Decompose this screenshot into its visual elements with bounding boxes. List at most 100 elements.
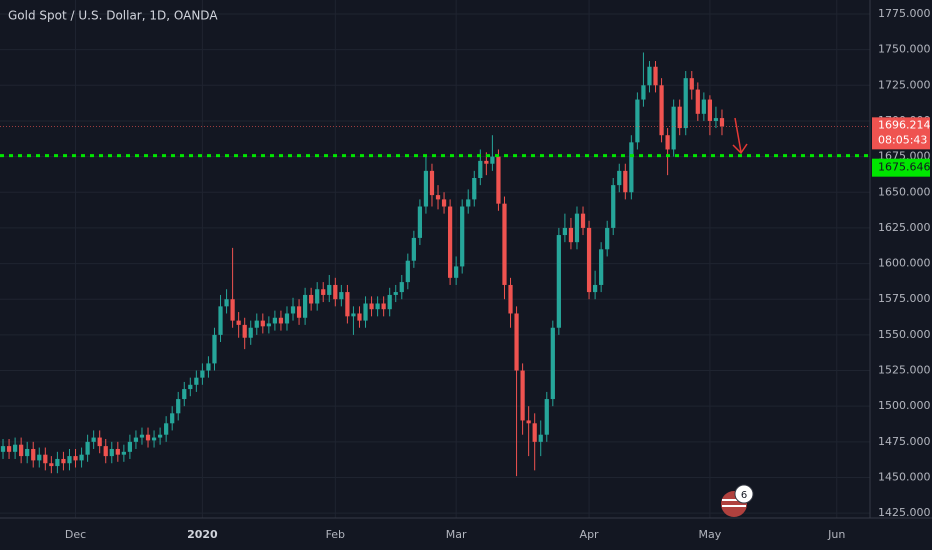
- candle-body: [441, 199, 447, 207]
- candle: [164, 416, 169, 442]
- y-tick-label: 1625.000: [878, 221, 931, 234]
- candle: [496, 149, 501, 211]
- candle-body: [290, 306, 296, 314]
- candle: [242, 317, 247, 350]
- candle-body: [429, 170, 435, 196]
- candle-body: [520, 370, 525, 421]
- candle: [387, 287, 392, 317]
- candle: [188, 377, 193, 397]
- candle: [302, 287, 308, 325]
- candle-body: [103, 446, 108, 457]
- candle-body: [617, 170, 622, 186]
- candle-body: [315, 289, 320, 304]
- badge-count: 6: [741, 490, 747, 501]
- candle: [0, 438, 6, 459]
- candle: [429, 163, 435, 207]
- candle-body: [405, 260, 410, 283]
- candle: [176, 391, 181, 421]
- candle: [689, 71, 694, 100]
- candle: [629, 135, 634, 200]
- candle-body: [25, 448, 30, 457]
- candle: [526, 406, 531, 457]
- candle-body: [580, 213, 586, 228]
- candle-body: [37, 454, 42, 461]
- x-tick-label: Mar: [446, 528, 467, 541]
- candle-body: [224, 299, 229, 307]
- candle: [182, 381, 187, 407]
- x-tick-label: Apr: [580, 528, 600, 541]
- candle: [6, 438, 12, 459]
- candle: [653, 61, 658, 93]
- candle: [73, 448, 78, 468]
- candle-body: [133, 437, 139, 442]
- candle-body: [139, 434, 145, 438]
- candle: [677, 99, 682, 136]
- candle-body: [170, 413, 175, 424]
- candle-body: [665, 135, 670, 150]
- candle: [12, 437, 18, 459]
- candle: [599, 242, 604, 293]
- candle-body: [363, 303, 368, 321]
- candle-body: [6, 446, 12, 452]
- candle-body: [550, 327, 555, 400]
- candle: [79, 447, 84, 468]
- candle-body: [115, 448, 120, 455]
- chart-title: Gold Spot / U.S. Dollar, 1D, OANDA: [8, 9, 218, 23]
- candle-body: [327, 284, 332, 295]
- candle: [339, 284, 344, 307]
- candle-body: [695, 89, 700, 114]
- candle: [67, 448, 72, 471]
- candle-body: [31, 448, 36, 461]
- candle-body: [496, 156, 501, 204]
- candle: [97, 430, 102, 454]
- candle-body: [49, 463, 54, 467]
- candle-body: [399, 282, 404, 293]
- x-tick-label: Feb: [326, 528, 345, 541]
- candle-body: [592, 284, 598, 293]
- candle: [671, 99, 676, 157]
- candle: [592, 270, 598, 300]
- candle: [441, 192, 447, 214]
- candle: [568, 217, 574, 250]
- candle-body: [653, 66, 658, 86]
- events-icon[interactable]: 6: [721, 484, 754, 517]
- candle-body: [236, 320, 241, 325]
- y-tick-label: 1425.000: [878, 506, 931, 519]
- candle: [423, 156, 429, 214]
- candle: [218, 294, 223, 343]
- y-tick-label: 1525.000: [878, 364, 931, 377]
- candle: [109, 441, 114, 464]
- candle: [260, 313, 265, 334]
- candle: [170, 406, 175, 431]
- candle-body: [490, 156, 495, 164]
- candle-body: [387, 294, 392, 310]
- candle-body: [586, 227, 592, 293]
- candle-body: [484, 160, 489, 164]
- candle-body: [260, 320, 265, 327]
- candle-body: [435, 195, 441, 200]
- candle: [707, 95, 713, 136]
- candle: [19, 437, 24, 464]
- candle-body: [659, 85, 664, 136]
- candle: [236, 312, 241, 338]
- candle-body: [164, 423, 169, 435]
- candle: [85, 434, 90, 462]
- candle: [157, 427, 163, 445]
- candle: [447, 199, 453, 285]
- candle-body: [19, 444, 24, 457]
- y-tick-label: 1775.000: [878, 7, 931, 20]
- candle: [381, 296, 386, 317]
- candle-body: [248, 327, 253, 338]
- y-tick-label: 1750.000: [878, 43, 931, 56]
- candle-body: [623, 170, 628, 193]
- candle: [206, 356, 211, 378]
- candle: [562, 213, 568, 243]
- x-tick-label: 2020: [187, 528, 218, 541]
- candle-body: [357, 313, 362, 321]
- candle: [375, 296, 380, 317]
- candle-body: [218, 306, 223, 335]
- candle-body: [333, 284, 338, 300]
- level-box: [872, 158, 930, 177]
- candle: [520, 363, 525, 435]
